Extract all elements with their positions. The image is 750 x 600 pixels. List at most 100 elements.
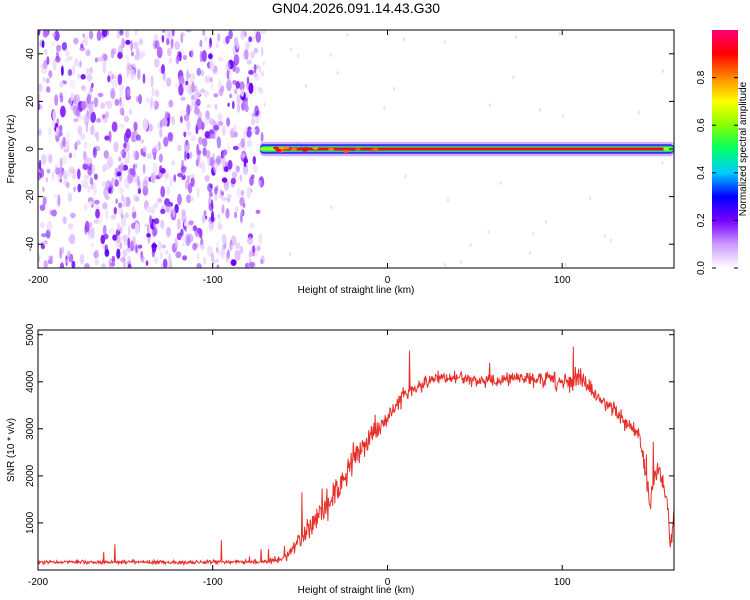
snr-panel: -200 -100 0 100 1000 2000 3000 4000 5000 Height… bbox=[6, 323, 675, 596]
spectrogram-noise-blob bbox=[58, 125, 63, 132]
spectrogram-noise-blob bbox=[169, 206, 173, 213]
spectrogram-noise-blob bbox=[216, 264, 220, 268]
spectrogram-noise-blob bbox=[122, 249, 128, 257]
spectrogram-noise-blob bbox=[43, 240, 48, 245]
spectrogram-noise-blob bbox=[118, 123, 125, 129]
spectrogram-noise-blob bbox=[59, 95, 64, 103]
spectrogram-noise-blob bbox=[200, 244, 205, 251]
spectrogram-noise-blob bbox=[108, 227, 115, 234]
spectrogram-noise-blob bbox=[168, 99, 174, 108]
spectrogram-noise-blob bbox=[185, 80, 189, 86]
spectrogram-noise-blob bbox=[249, 222, 255, 229]
spectrogram-noise-blob bbox=[39, 104, 43, 110]
spectrogram-noise-blob bbox=[59, 247, 63, 259]
spectrogram-noise-blob bbox=[186, 194, 192, 204]
spectrogram-noise-blob bbox=[443, 40, 446, 45]
snr-y-ticks: 1000 2000 3000 4000 5000 bbox=[25, 323, 674, 534]
spectrogram-noise-blob bbox=[127, 225, 131, 236]
spectrogram-noise-blob bbox=[171, 115, 175, 126]
spectrogram-signal-blob bbox=[283, 146, 290, 150]
spectrogram-noise-blob bbox=[217, 223, 223, 230]
spectrogram-noise-blob bbox=[154, 40, 160, 49]
spectrogram-noise-blob bbox=[68, 223, 74, 230]
spectrogram-noise-blob bbox=[186, 175, 191, 183]
spectrogram-noise-blob bbox=[169, 177, 173, 187]
x-tick-label: 100 bbox=[554, 577, 571, 588]
spectrogram-noise-blob bbox=[142, 151, 146, 157]
spectrogram-noise-blob bbox=[200, 69, 205, 77]
spectrogram-noise-blob bbox=[603, 234, 606, 239]
spectrogram-noise-blob bbox=[38, 128, 42, 136]
spectrogram-noise-blob bbox=[258, 180, 262, 188]
spectrogram-noise-blob bbox=[260, 30, 267, 35]
spectrogram-noise-blob bbox=[43, 260, 48, 268]
spectrogram-noise-blob bbox=[234, 249, 241, 262]
spectrogram-noise-blob bbox=[78, 114, 83, 122]
spectrogram-noise-blob bbox=[114, 74, 118, 79]
spectrogram-noise-blob bbox=[102, 224, 107, 236]
spectrogram-x-ticks: -200 -100 0 100 bbox=[28, 30, 571, 286]
spectrogram-noise-blob bbox=[256, 245, 261, 252]
spectrogram-noise-blob bbox=[190, 173, 196, 178]
spectrogram-noise-blob bbox=[637, 110, 640, 115]
spectrogram-noise-blob bbox=[94, 258, 100, 266]
spectrogram-signal-blob bbox=[354, 147, 361, 151]
spectrogram-noise-blob bbox=[110, 48, 115, 59]
spectrogram-noise-blob bbox=[116, 234, 122, 244]
spectrogram-noise-blob bbox=[151, 243, 158, 249]
spectrogram-noise-blob bbox=[65, 258, 70, 264]
spectrogram-noise-blob bbox=[290, 47, 292, 52]
spectrogram-noise-blob bbox=[244, 262, 250, 268]
spectrogram-noise-blob bbox=[41, 154, 47, 165]
spectrogram-noise-blob bbox=[161, 34, 165, 43]
spectrogram-noise-blob bbox=[255, 31, 261, 43]
spectrogram-noise-blob bbox=[70, 92, 74, 102]
spectrogram-noise-blob bbox=[240, 152, 246, 159]
spectrogram-noise-blob bbox=[229, 128, 235, 139]
spectrogram-noise-blob bbox=[217, 112, 223, 121]
spectrogram-noise-blob bbox=[48, 70, 53, 79]
spectrogram-noise-blob bbox=[661, 160, 664, 165]
spectrogram-noise-blob bbox=[210, 199, 214, 210]
spectrogram-noise-blob bbox=[38, 159, 42, 171]
spectrogram-noise-blob bbox=[217, 120, 224, 126]
spectrogram-noise-blob bbox=[119, 84, 124, 93]
spectrogram-noise-blob bbox=[117, 73, 123, 86]
spectrogram-noise-blob bbox=[111, 177, 116, 185]
spectrogram-noise-blob bbox=[232, 100, 235, 110]
spectrogram-noise-blob bbox=[180, 34, 184, 44]
spectrogram-noise-blob bbox=[211, 210, 214, 223]
spectrogram-noise-blob bbox=[221, 158, 225, 167]
spectrogram-noise-blob bbox=[116, 248, 121, 259]
spectrogram-noise-blob bbox=[89, 30, 94, 40]
spectrogram-noise-blob bbox=[84, 224, 88, 235]
spectrogram-noise-blob bbox=[84, 35, 89, 46]
spectrogram-noise-blob bbox=[52, 109, 56, 121]
spectrogram-noise-blob bbox=[124, 177, 130, 189]
spectrogram-noise-blob bbox=[236, 94, 241, 104]
spectrogram-noise-blob bbox=[87, 165, 93, 176]
x-tick-label: -200 bbox=[28, 275, 48, 286]
spectrogram-noise-blob bbox=[102, 202, 108, 210]
spectrogram-noise-blob bbox=[443, 262, 446, 267]
spectrogram-noise-blob bbox=[252, 155, 256, 165]
spectrogram-noise-blob bbox=[245, 41, 250, 50]
spectrogram-noise-blob bbox=[154, 89, 160, 98]
spectrogram-noise-blob bbox=[166, 38, 170, 46]
spectrogram-noise-blob bbox=[225, 35, 230, 44]
spectrogram-noise-blob bbox=[662, 69, 664, 73]
spectrogram-noise-blob bbox=[88, 67, 94, 75]
spectrogram-noise-blob bbox=[103, 186, 109, 199]
spectrogram-noise-blob bbox=[46, 77, 50, 84]
spectrogram-noise-blob bbox=[199, 39, 203, 48]
colorbar-tick-label: 0.2 bbox=[696, 213, 707, 227]
spectrogram-noise-blob bbox=[239, 81, 245, 92]
spectrogram-noise-blob bbox=[229, 93, 233, 99]
spectrogram-noise-blob bbox=[70, 212, 76, 219]
spectrogram-noise-blob bbox=[127, 263, 132, 268]
spectrogram-noise-blob bbox=[54, 94, 59, 106]
spectrogram-signal-blob bbox=[349, 147, 356, 151]
spectrogram-noise-blob bbox=[249, 176, 254, 186]
spectrogram-noise-blob bbox=[131, 206, 136, 213]
